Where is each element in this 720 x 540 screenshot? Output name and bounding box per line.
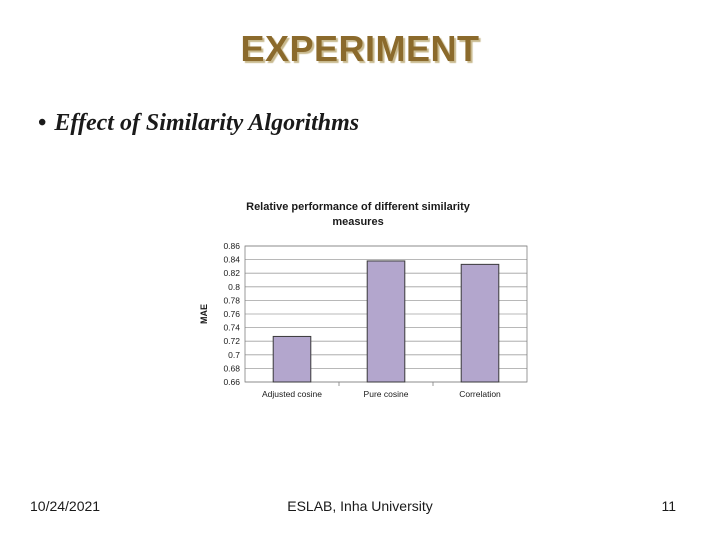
x-tick-label: Correlation: [459, 389, 501, 399]
slide-title: EXPERIMENT: [240, 28, 480, 69]
y-axis-label: MAE: [199, 304, 209, 324]
y-tick-label: 0.78: [223, 295, 240, 305]
bar: [460, 263, 500, 383]
footer-organization: ESLAB, Inha University: [287, 498, 433, 514]
y-tick-label: 0.7: [228, 350, 240, 360]
footer-date: 10/24/2021: [30, 498, 101, 514]
y-tick-label: 0.86: [223, 241, 240, 251]
bar-chart: Relative performance of different simila…: [199, 201, 528, 399]
chart-title-line-1: Relative performance of different simila…: [246, 201, 471, 213]
y-tick-label: 0.8: [228, 282, 240, 292]
y-tick-label: 0.74: [223, 323, 240, 333]
y-tick-label: 0.68: [223, 363, 240, 373]
bar: [366, 260, 406, 383]
footer-page-number: 11: [661, 498, 676, 514]
y-tick-label: 0.66: [223, 377, 240, 387]
x-tick-label: Pure cosine: [364, 389, 409, 399]
x-tick-label: Adjusted cosine: [262, 389, 322, 399]
y-tick-label: 0.72: [223, 336, 240, 346]
y-tick-label: 0.84: [223, 255, 240, 265]
chart-container: Relative performance of different simila…: [195, 190, 540, 405]
bar: [272, 335, 312, 383]
chart-title-line-2: measures: [332, 216, 383, 228]
y-tick-label: 0.82: [223, 268, 240, 278]
bullet-text: Effect of Similarity Algorithms: [54, 110, 360, 136]
bullet-icon: •: [38, 110, 47, 136]
bullet-item: • Effect of Similarity Algorithms: [38, 110, 359, 137]
y-tick-label: 0.76: [223, 309, 240, 319]
